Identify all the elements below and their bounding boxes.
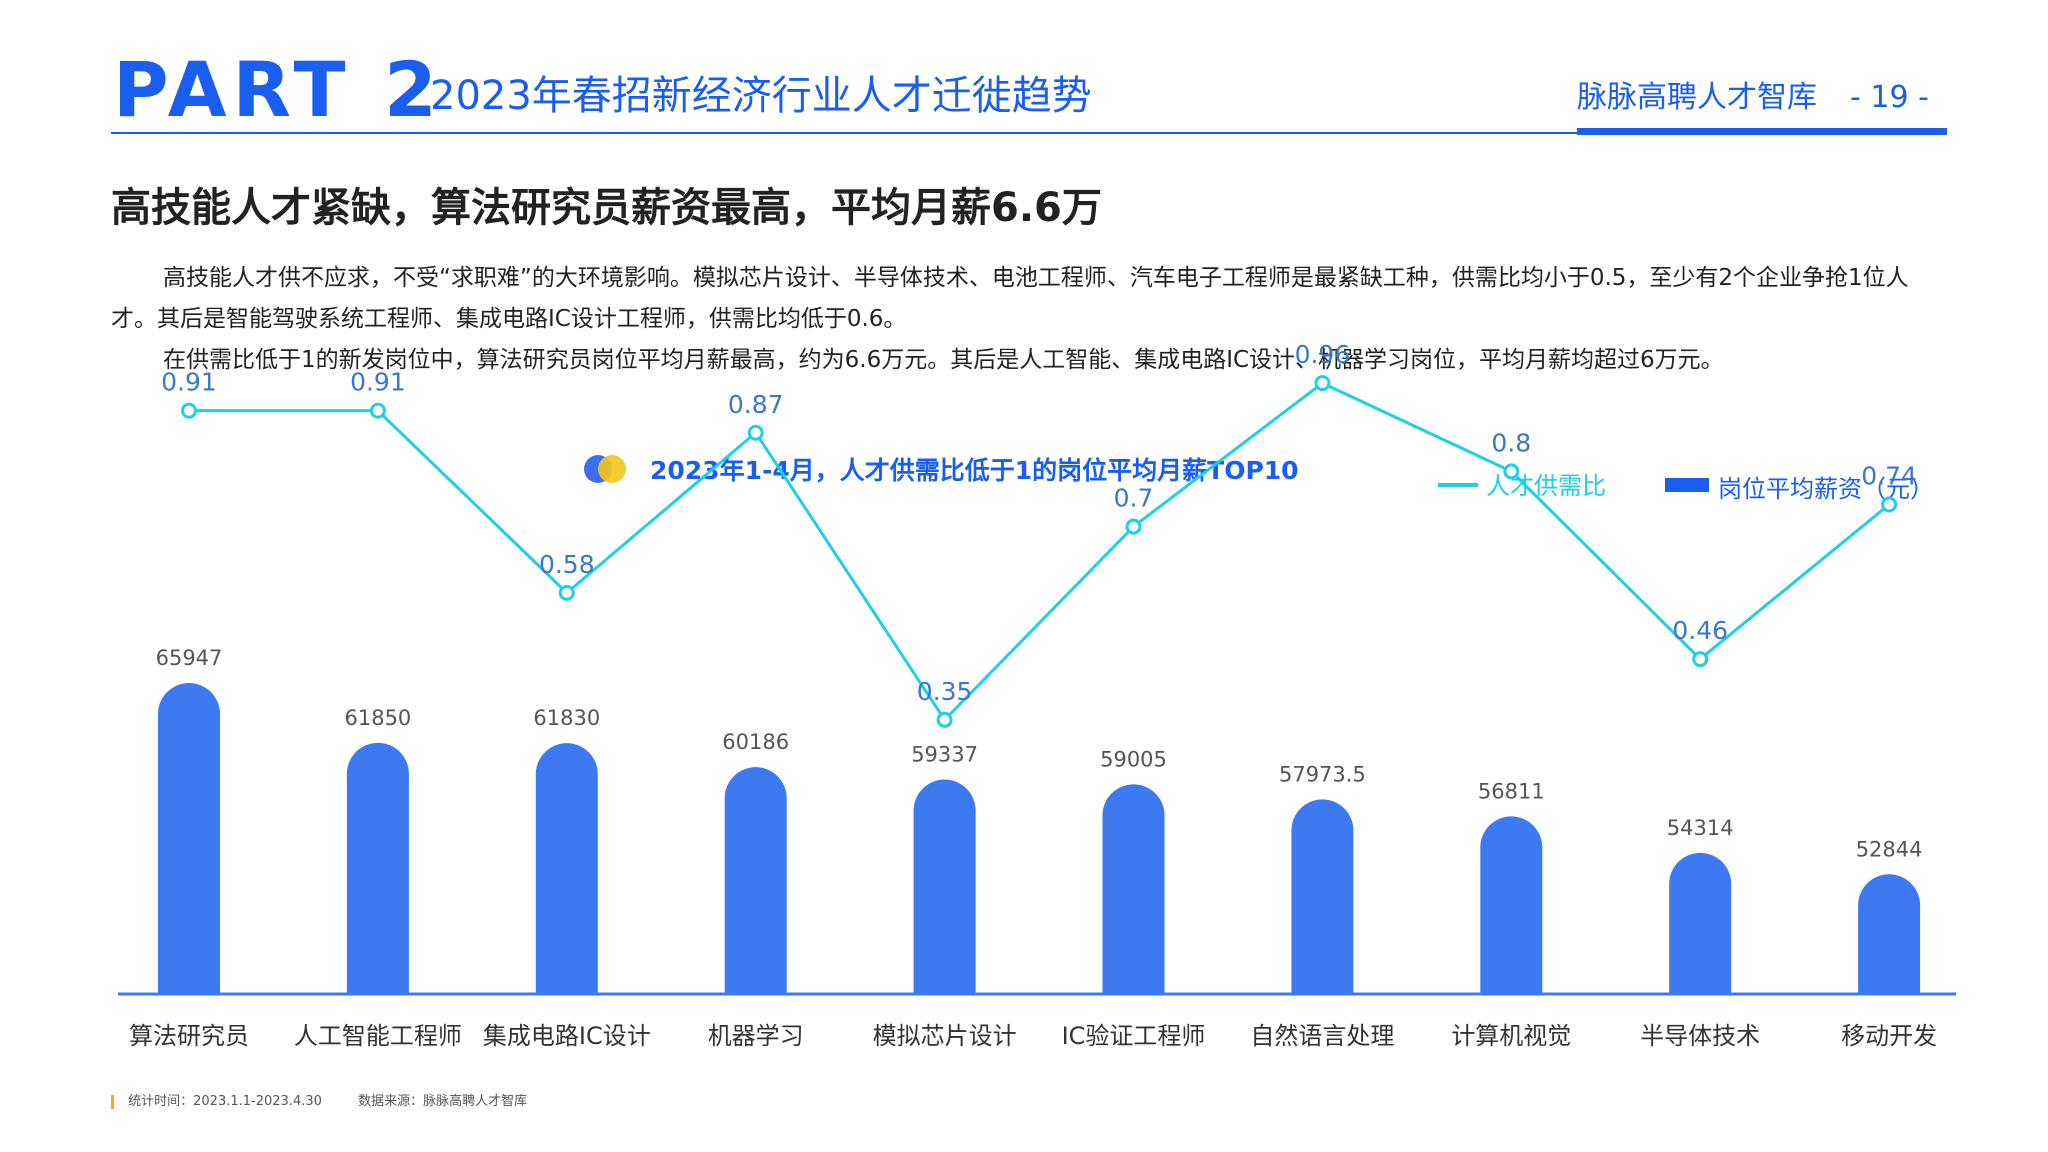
- category-label: 计算机视觉: [1451, 1022, 1571, 1050]
- ratio-point-label: 0.58: [539, 550, 595, 579]
- salary-bar: [1102, 784, 1165, 993]
- salary-bar-label: 52844: [1856, 837, 1923, 861]
- ratio-point: [558, 584, 575, 601]
- page-headline: 高技能人才紧缺，算法研究员薪资最高，平均月薪6.6万: [111, 185, 1102, 231]
- ratio-point-label: 0.35: [917, 677, 973, 706]
- salary-bar-label: 61830: [533, 706, 600, 730]
- footer-source: 数据来源：脉脉高聘人才智库: [358, 1094, 528, 1109]
- salary-bar: [913, 779, 976, 993]
- body-paragraph-2: 在供需比低于1的新发岗位中，算法研究员岗位平均月薪最高，约为6.6万元。其后是人…: [163, 347, 1724, 373]
- salary-bar: [1480, 816, 1543, 993]
- bars-layer: [158, 683, 1921, 993]
- ratio-point-label: 0.91: [161, 368, 217, 397]
- ratio-point: [1692, 651, 1709, 668]
- ratio-point-label: 0.7: [1114, 484, 1154, 513]
- category-label: 算法研究员: [129, 1022, 249, 1050]
- ratio-point: [181, 402, 197, 419]
- ratio-point: [1881, 496, 1898, 513]
- legend-line-label: 人才供需比: [1486, 472, 1606, 500]
- chart-legend: 人才供需比 岗位平均薪资（元）: [1438, 472, 1934, 503]
- salary-bar: [1291, 799, 1354, 993]
- salary-bar-label: 61850: [344, 706, 411, 730]
- category-label: 移动开发: [1841, 1022, 1937, 1050]
- salary-bar-label: 59337: [911, 743, 978, 767]
- salary-bar: [158, 683, 220, 993]
- salary-bar-label: 59005: [1100, 747, 1167, 771]
- section-subtitle: 2023年春招新经济行业人才迁徙趋势: [430, 73, 1092, 119]
- ratio-point-label: 0.87: [728, 390, 784, 419]
- ratio-point: [1125, 518, 1142, 535]
- salary-bar: [535, 743, 598, 993]
- header-accent-bar: [1577, 128, 1947, 135]
- bar-labels-layer: 65947 61850 61830 60186 59337 59005 57973.5 568…: [156, 646, 1923, 861]
- part-title: PART 2: [113, 45, 443, 134]
- chart-title-group: 2023年1-4月，人才供需比低于1的岗位平均月薪TOP10: [584, 455, 1299, 485]
- category-label: IC验证工程师: [1062, 1022, 1206, 1050]
- ratio-point-label: 0.8: [1491, 428, 1531, 457]
- page-number: - 19 -: [1850, 80, 1929, 115]
- salary-bar: [724, 767, 787, 993]
- category-labels-layer: 算法研究员 人工智能工程师 集成电路IC设计 机器学习 模拟芯片设计 IC验证工程师 自然语…: [129, 1022, 1937, 1050]
- chart-title: 2023年1-4月，人才供需比低于1的岗位平均月薪TOP10: [650, 456, 1299, 485]
- ratio-point-label: 0.74: [1861, 462, 1917, 491]
- line-layer: 0.91 0.91 0.58 0.87 0.35 0.7 0.96 0.8 0.46 0.74: [161, 340, 1917, 728]
- category-label: 人工智能工程师: [294, 1022, 462, 1050]
- category-label: 机器学习: [708, 1022, 804, 1050]
- body-paragraph-1: 高技能人才供不应求，不受“求职难”的大环境影响。模拟芯片设计、半导体技术、电池工…: [111, 265, 1909, 332]
- ratio-point-label: 0.96: [1295, 340, 1351, 369]
- brand-name: 脉脉高聘人才智库: [1577, 80, 1817, 115]
- salary-bar-label: 60186: [722, 730, 789, 754]
- category-label: 半导体技术: [1640, 1022, 1760, 1050]
- ratio-point: [1314, 375, 1331, 392]
- salary-bar-label: 56811: [1478, 779, 1545, 803]
- salary-bar: [346, 742, 409, 993]
- footer-accent-bar: [111, 1095, 114, 1109]
- category-label: 集成电路IC设计: [483, 1022, 651, 1050]
- ratio-point: [369, 402, 386, 419]
- category-label: 模拟芯片设计: [873, 1022, 1017, 1050]
- ratio-point: [747, 424, 764, 441]
- legend-bar-swatch: [1665, 478, 1709, 492]
- category-label: 自然语言处理: [1250, 1022, 1394, 1050]
- ratio-line: [189, 381, 1891, 723]
- ratio-point-label: 0.91: [350, 368, 406, 397]
- salary-bar-label: 65947: [156, 646, 223, 670]
- ratio-point: [1503, 463, 1520, 480]
- title-icon-yellow-dot: [598, 455, 626, 483]
- legend-bar-label: 岗位平均薪资（元）: [1718, 475, 1934, 503]
- footer-period: 统计时间：2023.1.1-2023.4.30: [128, 1094, 322, 1109]
- salary-bar-label: 57973.5: [1279, 762, 1366, 786]
- salary-bar: [1858, 874, 1921, 993]
- salary-bar: [1669, 852, 1732, 993]
- ratio-point-label: 0.46: [1672, 616, 1728, 645]
- footer: 统计时间：2023.1.1-2023.4.30 数据来源：脉脉高聘人才智库: [111, 1094, 527, 1111]
- ratio-point: [936, 711, 953, 728]
- header-divider: [111, 132, 1947, 134]
- salary-bar-label: 54314: [1667, 816, 1734, 840]
